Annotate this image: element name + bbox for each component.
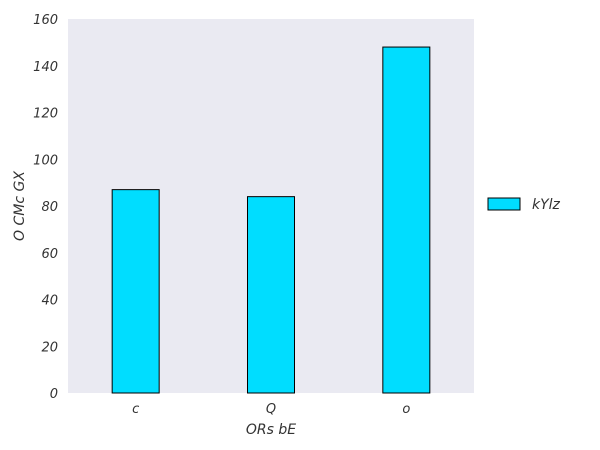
x-tick-label: o xyxy=(402,402,410,417)
y-tick-label: 140 xyxy=(33,60,58,75)
legend-swatch xyxy=(488,198,520,210)
bar-c xyxy=(112,190,159,393)
y-axis-ticks: 0 20 40 60 80 100 120 140 160 xyxy=(33,13,58,402)
x-tick-label: Q xyxy=(266,402,276,417)
x-axis-label: ORs bE xyxy=(246,422,296,438)
bar-o xyxy=(383,47,430,393)
y-tick-label: 160 xyxy=(33,13,58,28)
y-tick-label: 120 xyxy=(33,107,58,122)
legend-label: kYlz xyxy=(532,197,561,213)
y-tick-label: 100 xyxy=(33,153,58,168)
y-tick-label: 80 xyxy=(41,200,58,215)
legend: kYlz xyxy=(488,197,561,213)
y-tick-label: 0 xyxy=(50,387,58,402)
bar-Q xyxy=(248,197,295,393)
x-tick-label: c xyxy=(132,402,139,417)
y-tick-label: 20 xyxy=(41,340,58,355)
y-tick-label: 60 xyxy=(41,247,58,262)
y-axis-label: O CMc GX xyxy=(12,171,28,241)
y-tick-label: 40 xyxy=(41,294,58,309)
